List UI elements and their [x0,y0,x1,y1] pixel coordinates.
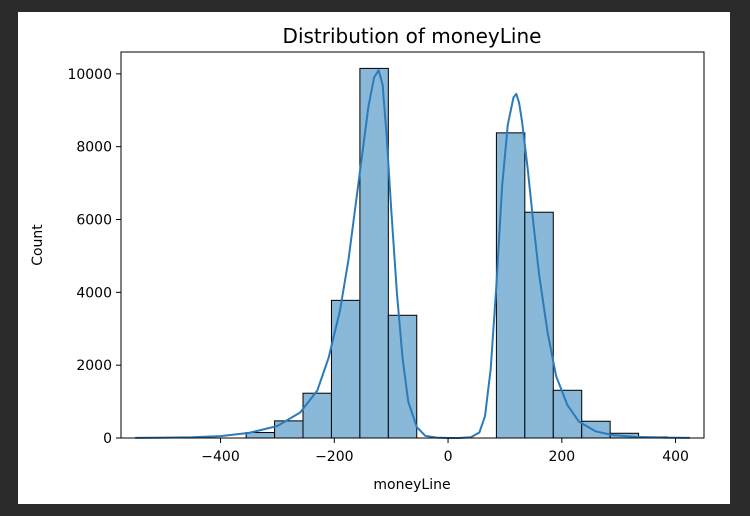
chart-title: Distribution of moneyLine [283,24,542,48]
y-tick-label: 2000 [76,358,112,374]
histogram-bar [302,392,332,439]
histogram-bar [581,420,611,439]
chart-figure: Distribution of moneyLine −400 −200 0 200 40… [18,12,730,504]
y-tick-label: 0 [103,431,112,447]
histogram-chart: Distribution of moneyLine −400 −200 0 200 40… [30,24,705,493]
x-axis: −400 −200 0 200 400 [201,438,689,465]
y-tick-label: 10000 [67,67,112,83]
x-axis-label: moneyLine [373,477,450,493]
y-tick-label: 4000 [76,285,112,301]
histogram-bar [387,314,418,439]
histogram-bar [495,132,526,439]
x-tick-label: 400 [662,449,689,465]
y-axis: 0 2000 4000 6000 8000 10000 [67,67,121,447]
y-tick-label: 6000 [76,213,112,229]
y-axis-label: Count [30,224,46,266]
x-tick-label: 200 [548,449,575,465]
histogram-bar [274,420,304,439]
histogram-bar [552,389,583,439]
x-tick-label: 0 [444,449,453,465]
histogram-bar [524,211,554,439]
x-tick-label: −200 [315,449,353,465]
plot-frame [120,51,705,439]
bars-layer [245,67,668,439]
histogram-bar [359,67,389,439]
y-tick-label: 8000 [76,140,112,156]
histogram-bar [330,299,361,439]
x-tick-label: −400 [201,449,239,465]
